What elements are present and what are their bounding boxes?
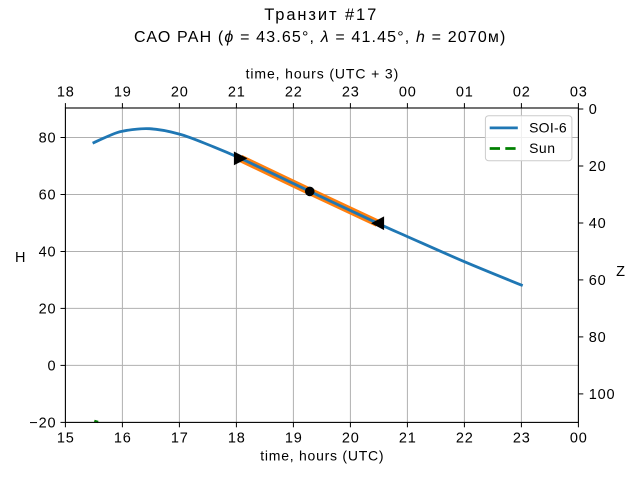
svg-text:Sun: Sun	[529, 140, 555, 156]
svg-text:80: 80	[39, 131, 57, 147]
svg-text:21: 21	[228, 85, 246, 101]
svg-text:60: 60	[39, 188, 57, 204]
svg-text:time, hours (UTC + 3): time, hours (UTC + 3)	[246, 65, 399, 81]
svg-text:23: 23	[513, 430, 531, 446]
svg-text:00: 00	[570, 430, 588, 446]
svg-text:20: 20	[171, 85, 189, 101]
svg-text:01: 01	[456, 85, 474, 101]
svg-text:60: 60	[589, 273, 607, 289]
svg-text:23: 23	[342, 85, 360, 101]
svg-text:02: 02	[513, 85, 531, 101]
svg-text:18: 18	[57, 85, 75, 101]
svg-text:H: H	[15, 250, 25, 266]
svg-text:40: 40	[39, 245, 57, 261]
svg-text:18: 18	[228, 430, 246, 446]
svg-text:21: 21	[399, 430, 417, 446]
svg-text:22: 22	[456, 430, 474, 446]
svg-text:15: 15	[57, 430, 75, 446]
svg-text:03: 03	[570, 85, 588, 101]
svg-text:−20: −20	[29, 416, 56, 432]
svg-text:22: 22	[285, 85, 303, 101]
svg-text:40: 40	[589, 216, 607, 232]
svg-text:20: 20	[589, 159, 607, 175]
svg-text:0: 0	[48, 359, 57, 375]
svg-text:20: 20	[39, 302, 57, 318]
svg-text:time, hours (UTC): time, hours (UTC)	[260, 448, 384, 464]
svg-text:SOI-6: SOI-6	[529, 119, 567, 135]
svg-text:20: 20	[342, 430, 360, 446]
svg-text:САО РАН (ϕ = 43.65°, λ = 41.45: САО РАН (ϕ = 43.65°, λ = 41.45°, h = 207…	[134, 29, 506, 46]
svg-text:Z: Z	[616, 264, 625, 280]
svg-text:Транзит #17: Транзит #17	[264, 6, 378, 24]
svg-text:19: 19	[114, 85, 132, 101]
svg-text:16: 16	[114, 430, 132, 446]
svg-text:0: 0	[589, 102, 598, 118]
svg-text:19: 19	[285, 430, 303, 446]
svg-text:100: 100	[589, 387, 616, 403]
svg-text:00: 00	[399, 85, 417, 101]
svg-text:80: 80	[589, 330, 607, 346]
svg-text:17: 17	[171, 430, 189, 446]
